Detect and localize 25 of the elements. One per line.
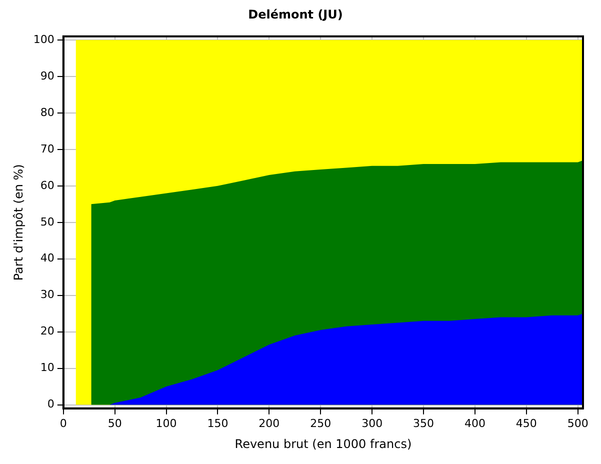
y-tick-label: 80	[40, 106, 54, 119]
y-tick-label: 10	[40, 361, 54, 374]
y-tick-label: 50	[40, 215, 54, 228]
y-tick-label: 60	[40, 178, 54, 192]
y-tick-label: 0	[47, 398, 54, 411]
y-tick-label: 100	[33, 32, 54, 46]
x-axis-title: Revenu brut (en 1000 francs)	[234, 436, 412, 451]
y-tick-label: 30	[40, 288, 54, 302]
y-axis-title: Part d'impôt (en %)	[11, 164, 26, 281]
x-tick-label: 150	[207, 416, 228, 430]
x-tick-label: 0	[60, 416, 67, 430]
x-tick-label: 400	[464, 416, 486, 430]
x-tick-label: 50	[108, 416, 122, 430]
y-tick-label: 70	[40, 142, 54, 156]
chart-title: Delémont (JU)	[248, 7, 343, 22]
x-tick-label: 250	[310, 416, 332, 430]
x-tick-label: 450	[516, 416, 537, 430]
x-tick-label: 500	[567, 416, 588, 430]
x-tick-label: 100	[156, 416, 177, 430]
x-tick-label: 200	[258, 416, 280, 430]
y-tick-label: 40	[40, 252, 54, 265]
x-tick-label: 300	[362, 416, 383, 430]
y-tick-label: 90	[40, 69, 54, 82]
y-tick-label: 20	[40, 324, 54, 338]
x-tick-label: 350	[413, 416, 434, 430]
